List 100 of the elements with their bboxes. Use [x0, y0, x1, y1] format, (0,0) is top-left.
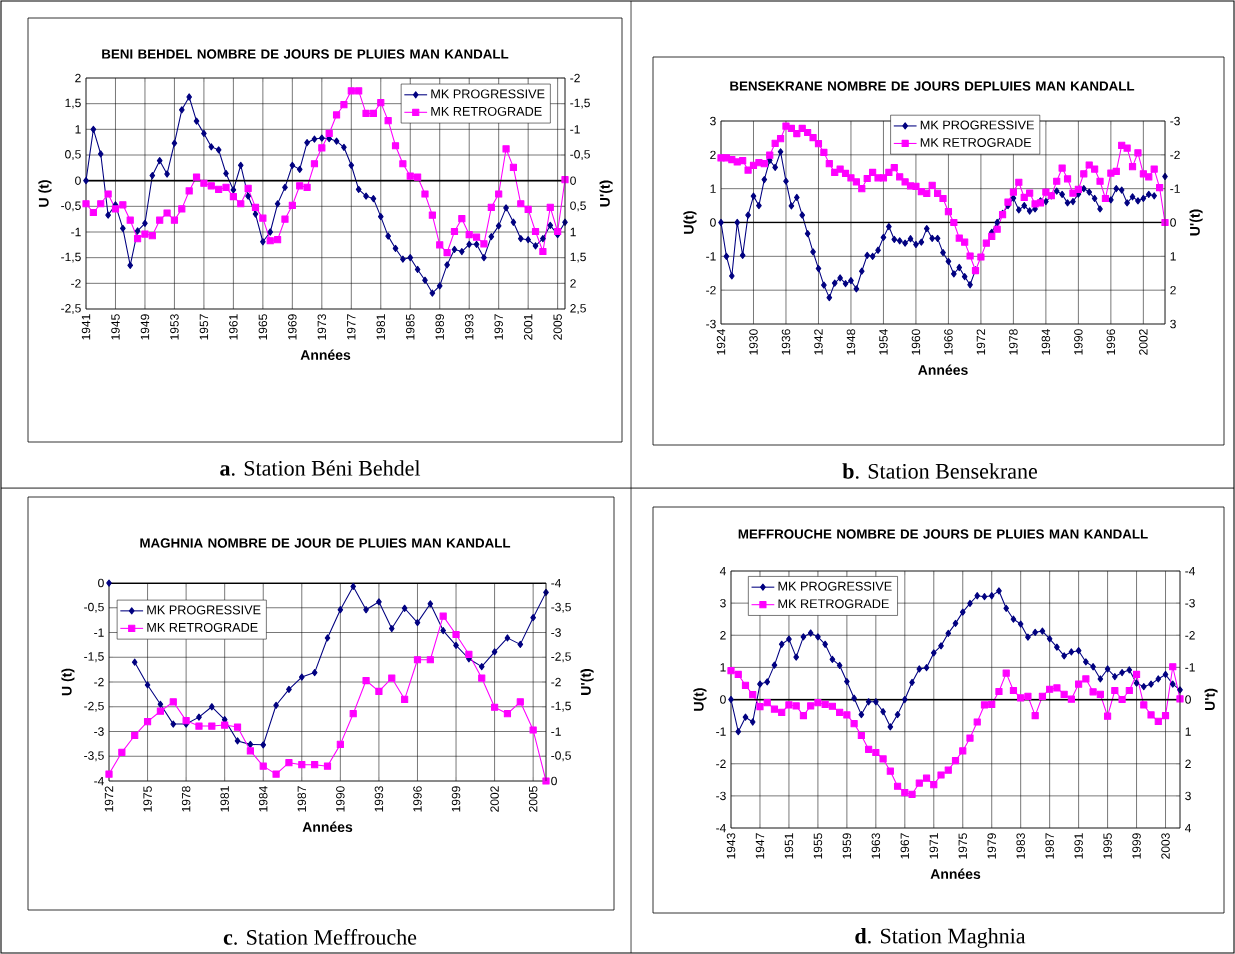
y2-tick-label: -2	[551, 677, 561, 687]
x-tick-label: 1960	[911, 329, 921, 355]
x-tick-label: 1983	[1016, 833, 1025, 859]
x-tick-label: 1930	[749, 329, 758, 355]
y2-tick-label: -3	[1185, 598, 1195, 608]
y2-tick-label: -2	[1170, 150, 1180, 160]
x-axis-title: Années	[930, 868, 981, 879]
legend-label: MK RETROGRADE	[778, 599, 889, 609]
legend-label: MK RETROGRADE	[920, 138, 1032, 147]
y-tick-label: 0	[720, 695, 726, 704]
y-tick-label: -0,5	[61, 201, 81, 212]
x-tick-label: 2002	[1139, 329, 1148, 355]
x-tick-label: 1972	[104, 786, 114, 812]
x-tick-label: 1993	[374, 786, 384, 812]
x-tick-label: 2002	[490, 786, 499, 812]
text: a. Station Béni Behdel	[220, 460, 421, 476]
y-tick-label: -2	[706, 285, 716, 295]
legend-label: MK PROGRESSIVE	[920, 120, 1034, 130]
y2-tick-label: -1,5	[570, 98, 590, 109]
y-tick-label: -2,5	[61, 304, 81, 314]
y2-tick-label: 0,5	[570, 201, 586, 212]
y-tick-label: 1	[75, 125, 81, 134]
legend-label: MK PROGRESSIVE	[431, 89, 545, 99]
x-tick-label: 1984	[258, 786, 268, 812]
y-tick-label: -0,5	[84, 602, 104, 613]
x-tick-label: 1995	[1103, 833, 1112, 859]
x-tick-label: 1990	[336, 786, 345, 812]
x-tick-label: 1954	[879, 329, 888, 355]
x-tick-label: 1987	[297, 786, 307, 812]
x-tick-label: 1978	[181, 786, 191, 812]
x-tick-label: 2005	[528, 786, 538, 812]
y-tick-label: -3	[716, 791, 726, 801]
x-tick-label: 1975	[958, 833, 968, 859]
y-tick-label: 2	[710, 150, 716, 160]
y-tick-label: -4	[716, 823, 726, 833]
x-axis-title: Années	[300, 349, 351, 360]
text: c. Station Meffrouche	[223, 929, 417, 945]
y2-tick-label: -1	[1170, 184, 1180, 193]
y2-axis-title: U'(t)	[580, 669, 594, 695]
y-tick-label: 0	[98, 578, 104, 588]
x-tick-label: 1949	[140, 314, 150, 340]
y2-tick-label: 0	[551, 776, 557, 786]
x-tick-label: 1963	[871, 833, 881, 859]
x-tick-label: 1987	[1045, 833, 1054, 859]
x-tick-label: 1943	[726, 833, 736, 859]
x-tick-label: 1948	[846, 329, 856, 355]
x-tick-label: 1985	[406, 314, 415, 340]
y2-tick-label: 0	[570, 176, 576, 185]
y-tick-label: -1	[71, 227, 81, 237]
x-tick-label: 1999	[1132, 833, 1141, 859]
x-tick-label: 1996	[413, 786, 422, 812]
x-tick-label: 1971	[929, 833, 939, 859]
y-axis-title: U(t)	[683, 211, 697, 234]
y-tick-label: 0,5	[65, 150, 81, 160]
legend-label: MK RETROGRADE	[147, 622, 258, 632]
y-tick-label: 3	[710, 116, 716, 126]
chart-title: MAGHNIA NOMBRE DE JOUR DE PLUIES MAN KANDALL	[140, 538, 511, 548]
x-tick-label: 1945	[111, 314, 120, 340]
y-tick-label: 1	[710, 184, 716, 193]
x-tick-label: 1984	[1041, 329, 1051, 355]
y2-axis-title: U'(t)	[1189, 209, 1203, 236]
y2-tick-label: 1,5	[570, 252, 586, 263]
chart-title: MEFFROUCHE NOMBRE DE JOURS DE PLUIES MAN KANDALL	[738, 529, 1148, 539]
y-tick-label: 1	[720, 663, 726, 672]
y2-tick-label: 2	[1185, 759, 1191, 768]
x-tick-label: 1957	[199, 314, 209, 340]
x-tick-label: 1967	[900, 833, 910, 859]
y2-tick-label: -2	[570, 73, 580, 83]
y-tick-label: 4	[719, 566, 726, 576]
x-tick-label: 1996	[1106, 329, 1116, 355]
y2-tick-label: -0,5	[551, 751, 571, 762]
y-tick-label: 2	[75, 73, 81, 83]
y2-tick-label: 1	[570, 227, 576, 237]
x-tick-label: 1990	[1074, 329, 1083, 355]
x-tick-label: 1972	[976, 329, 986, 355]
y2-axis-title: U't)	[1204, 688, 1218, 711]
x-tick-label: 1977	[347, 314, 356, 340]
x-tick-label: 1999	[451, 786, 461, 812]
x-tick-label: 2001	[523, 314, 533, 340]
y2-tick-label: 0	[1170, 218, 1176, 227]
y2-tick-label: -3	[551, 628, 561, 637]
y2-axis-title: U'(t)	[599, 180, 613, 207]
x-tick-label: 1993	[464, 314, 474, 340]
y2-tick-label: -0,5	[570, 150, 590, 160]
x-tick-label: 1951	[784, 833, 794, 859]
x-tick-label: 1991	[1074, 833, 1083, 859]
y-tick-label: 0	[710, 218, 716, 227]
x-tick-label: 1997	[494, 314, 503, 340]
y-tick-label: -3,5	[84, 751, 104, 762]
x-tick-label: 1936	[781, 329, 791, 355]
y2-tick-label: 4	[1185, 823, 1192, 833]
x-tick-label: 1942	[814, 329, 823, 355]
y2-tick-label: -1	[551, 727, 561, 736]
y2-tick-label: -4	[551, 578, 562, 588]
x-tick-label: 1981	[220, 786, 229, 812]
x-tick-label: 1941	[81, 314, 91, 340]
y2-tick-label: -1	[1185, 663, 1195, 672]
legend-label: MK PROGRESSIVE	[147, 605, 261, 615]
y-axis-title: U (t)	[38, 180, 52, 207]
y2-tick-label: 1	[1185, 727, 1191, 736]
